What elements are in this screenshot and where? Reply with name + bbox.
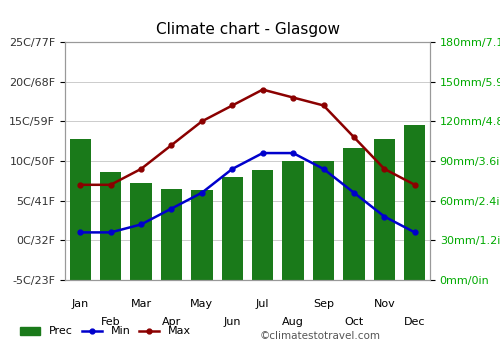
Bar: [252, 170, 274, 280]
Bar: [70, 139, 91, 280]
Bar: [404, 125, 425, 280]
Bar: [161, 189, 182, 280]
Text: Apr: Apr: [162, 317, 181, 327]
Text: Feb: Feb: [101, 317, 120, 327]
Bar: [130, 183, 152, 280]
Bar: [374, 139, 395, 280]
Title: Climate chart - Glasgow: Climate chart - Glasgow: [156, 22, 340, 37]
Bar: [313, 161, 334, 280]
Text: May: May: [190, 299, 214, 309]
Text: Jul: Jul: [256, 299, 270, 309]
Text: Jun: Jun: [224, 317, 241, 327]
Bar: [344, 148, 364, 280]
Text: ©climatestotravel.com: ©climatestotravel.com: [260, 331, 381, 341]
Text: Aug: Aug: [282, 317, 304, 327]
Bar: [282, 161, 304, 280]
Bar: [222, 177, 243, 280]
Legend: Prec, Min, Max: Prec, Min, Max: [16, 322, 196, 341]
Bar: [191, 190, 212, 280]
Text: Nov: Nov: [374, 299, 395, 309]
Text: Sep: Sep: [313, 299, 334, 309]
Bar: [100, 172, 122, 280]
Text: Dec: Dec: [404, 317, 425, 327]
Text: Mar: Mar: [130, 299, 152, 309]
Text: Jan: Jan: [72, 299, 89, 309]
Text: Oct: Oct: [344, 317, 364, 327]
